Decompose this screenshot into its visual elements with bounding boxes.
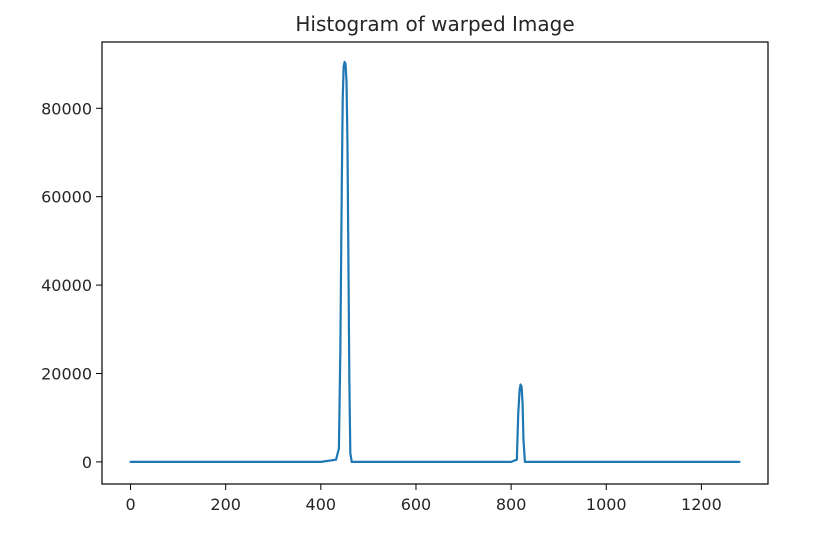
x-tick-label: 800 — [496, 495, 527, 514]
y-tick-label: 80000 — [41, 99, 92, 118]
chart-title: Histogram of warped Image — [295, 12, 574, 36]
x-tick-label: 1200 — [681, 495, 722, 514]
x-tick-label: 600 — [401, 495, 432, 514]
x-tick-label: 400 — [306, 495, 337, 514]
x-tick-label: 1000 — [586, 495, 627, 514]
y-tick-label: 0 — [82, 453, 92, 472]
y-tick-label: 40000 — [41, 276, 92, 295]
series-line-histogram — [129, 60, 741, 463]
series-layer — [129, 60, 741, 463]
x-tick-label: 0 — [125, 495, 135, 514]
x-axis: 0 200 400 600 800 1000 1200 — [125, 484, 722, 514]
x-tick-label: 200 — [210, 495, 241, 514]
y-tick-label: 60000 — [41, 188, 92, 207]
plot-frame — [101, 41, 769, 485]
y-axis: 0 20000 40000 60000 80000 — [41, 99, 102, 472]
y-tick-label: 20000 — [41, 365, 92, 384]
